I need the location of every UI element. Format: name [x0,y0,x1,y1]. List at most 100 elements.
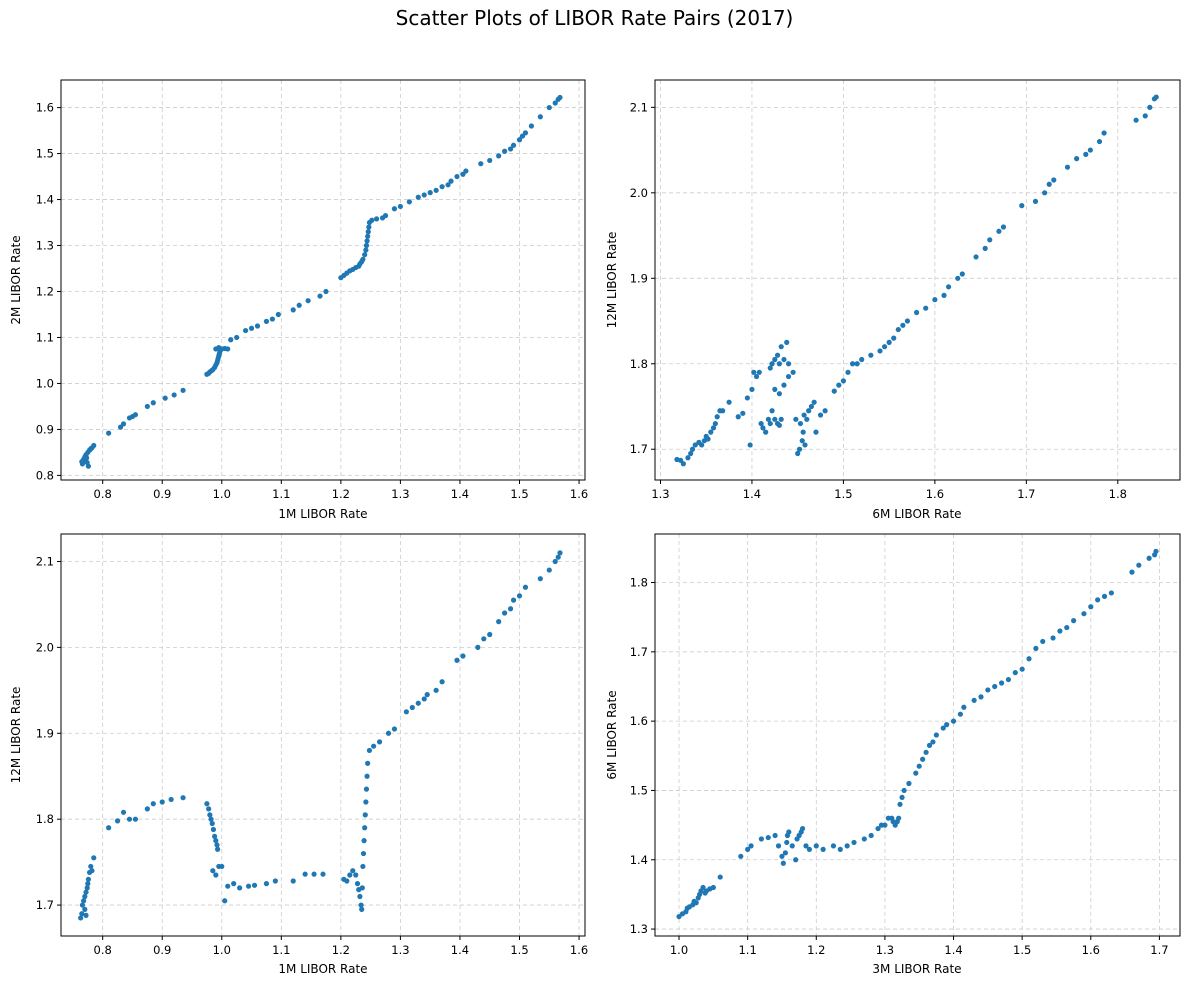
scatter-point [896,815,902,821]
scatter-point [507,146,514,152]
scatter-point [275,311,281,318]
scatter-point [738,853,744,859]
scatter-point [546,567,552,573]
scatter-point [1083,151,1089,157]
scatter-point [776,391,782,397]
scatter-point [510,142,517,148]
scatter-point [347,872,353,878]
scatter-point [799,438,805,444]
x-tick-label: 1.5 [834,487,852,501]
scatter-point [1050,635,1056,641]
scatter-point [1040,638,1046,645]
scatter-point [748,843,754,849]
x-tick-label: 1.4 [743,487,761,501]
scatter-point [1101,593,1108,599]
y-axis-label: 12M LIBOR Rate [605,232,619,329]
scatter-point [557,550,563,556]
y-tick-label: 1.2 [36,284,54,298]
scatter-point [84,459,90,466]
scatter-point [363,786,370,792]
axis-ticks: 0.8 0.9 1.0 1.1 1.2 1.3 1.4 1.5 1.6 1.7 1.8 1.9 2.0 2… [36,554,588,957]
scatter-point [415,700,421,706]
scatter-point [213,838,219,844]
scatter-point [784,339,790,345]
x-tick-label: 1.3 [651,487,669,501]
scatter-point [895,326,901,333]
scatter-point [776,422,782,428]
scatter-point [913,770,919,776]
x-tick-label: 0.8 [94,487,112,501]
scatter-point [868,832,874,839]
grid-lines [61,80,585,480]
y-tick-label: 2.1 [630,100,648,114]
x-tick-label: 1.6 [926,487,944,501]
x-tick-label: 1.0 [213,487,231,501]
y-tick-label: 1.1 [36,330,54,344]
scatter-point [849,361,856,367]
scatter-point [290,307,296,313]
scatter-point [415,194,421,200]
scatter-point [433,187,439,193]
scatter-point [144,403,150,410]
scatter-point [448,178,454,184]
scatter-point [79,911,85,917]
scatter-point [85,881,91,887]
scatter-point [207,812,213,818]
scatter-point [88,863,94,870]
scatter-point [982,245,988,251]
scatter-point [987,237,993,243]
scatter-point [204,801,210,807]
scatter-point [985,687,991,693]
y-tick-label: 1.9 [36,726,54,740]
axis-ticks: 0.8 0.9 1.0 1.1 1.2 1.3 1.4 1.5 1.6 0.8 0.9 1.0 1.1 1… [36,101,588,501]
scatter-points [676,548,1159,920]
scatter-point [808,403,815,410]
scatter-point [311,871,317,877]
x-tick-label: 1.0 [213,943,231,957]
scatter-point [365,760,371,766]
scatter-point [1057,628,1063,634]
scatter-point [861,836,867,842]
scatter-point [710,884,716,891]
scatter-point [817,412,824,418]
scatter-point [1101,130,1107,136]
scatter-point [774,352,781,358]
scatter-point [353,872,359,878]
scatter-point [932,297,938,303]
scatter-points [674,94,1159,467]
scatter-point [320,871,326,877]
scatter-point [305,298,311,304]
scatter-point [84,885,90,891]
scatter-point [213,872,219,878]
scatter-point [180,387,186,393]
scatter-point [360,256,366,262]
scatter-point [421,192,427,198]
scatter-point [756,369,762,375]
x-tick-label: 1.5 [510,943,528,957]
x-tick-label: 1.0 [670,943,688,957]
scatter-point [769,361,775,367]
scatter-point [772,356,778,363]
scatter-point [950,718,957,724]
scatter-point [779,853,785,859]
scatter-point [403,709,409,715]
scatter-point [959,271,965,277]
y-tick-label: 1.3 [630,922,648,936]
scatter-point [772,386,778,393]
scatter-point [263,881,270,887]
x-tick-label: 1.4 [451,487,469,501]
scatter-point [685,455,691,461]
scatter-point [487,631,493,638]
scatter-point [209,820,215,827]
scatter-point [552,100,558,106]
scatter-point [91,442,97,449]
scatter-point [1042,190,1048,196]
x-tick-label: 1.7 [1150,943,1168,957]
scatter-point [245,883,252,889]
scatter-point [941,292,947,298]
scatter-point [781,382,787,388]
y-tick-label: 2.0 [630,186,648,200]
plot-frame [60,533,586,937]
scatter-point [740,410,746,416]
scatter-point [786,829,792,835]
